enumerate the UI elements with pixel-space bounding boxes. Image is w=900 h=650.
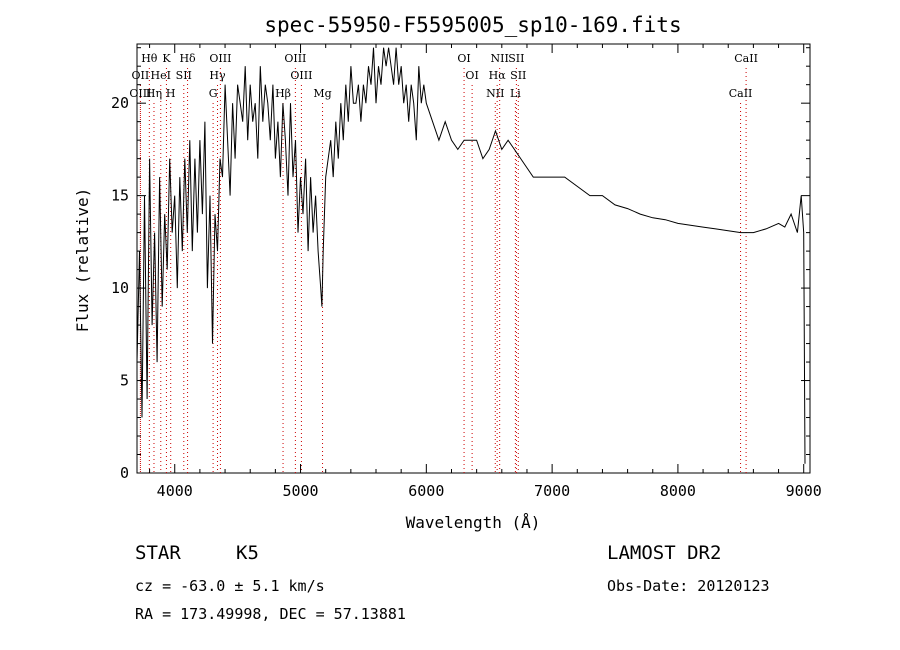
x-axis-label: Wavelength (Å) — [406, 513, 541, 532]
y-axis: 0 5 10 15 20 — [111, 47, 810, 482]
line-label-2: Hδ — [179, 52, 196, 65]
line-label-6: NII — [491, 52, 509, 65]
line-label-0: Hθ — [141, 52, 158, 65]
line-label-4: OIII — [284, 52, 306, 65]
line-label-11: SII — [176, 69, 192, 82]
line-label-20: G — [209, 87, 218, 100]
object-class: STAR — [135, 542, 181, 564]
x-tick-label: 9000 — [786, 482, 822, 500]
x-tick-label: 8000 — [660, 482, 696, 500]
x-tick-label: 5000 — [282, 482, 318, 500]
line-label-15: Hα — [489, 69, 507, 82]
y-tick-label: 20 — [111, 94, 129, 112]
line-label-13: OIII — [290, 69, 312, 82]
line-label-3: OIII — [209, 52, 231, 65]
line-label-7: SII — [508, 52, 524, 65]
observation-date: Obs-Date: 20120123 — [607, 577, 770, 595]
chart-title: spec-55950-F5595005_sp10-169.fits — [264, 13, 681, 37]
line-label-21: Hβ — [275, 87, 291, 100]
y-tick-label: 10 — [111, 279, 129, 297]
line-label-1: K — [162, 52, 171, 65]
y-tick-label: 15 — [111, 187, 129, 205]
plot-frame — [136, 43, 811, 474]
x-tick-label: 7000 — [534, 482, 570, 500]
object-subclass: K5 — [236, 542, 259, 564]
coordinates: RA = 173.49998, DEC = 57.13881 — [135, 605, 406, 623]
line-label-14: OI — [465, 69, 478, 82]
line-label-25: CaII — [729, 87, 753, 100]
x-axis: 4000 5000 6000 7000 8000 9000 — [149, 44, 822, 500]
line-label-18: Hη — [146, 87, 162, 100]
y-tick-label: 5 — [120, 372, 129, 390]
redshift-velocity: cz = -63.0 ± 5.1 km/s — [135, 577, 325, 595]
spectrum-chart: spec-55950-F5595005_sp10-169.fits Hθ K Hδ O… — [73, 13, 822, 532]
line-label-5: OI — [457, 52, 470, 65]
y-axis-label: Flux (relative) — [73, 188, 92, 333]
line-label-8: CaII — [734, 52, 758, 65]
line-label-10: HeI — [151, 69, 171, 82]
spectrum-line — [136, 47, 806, 464]
y-tick-label: 0 — [120, 464, 129, 482]
line-label-24: Li — [510, 87, 521, 100]
survey-name: LAMOST DR2 — [607, 542, 722, 564]
line-label-19: H — [166, 87, 176, 100]
line-label-9: OII — [132, 69, 150, 82]
line-label-12: Hγ — [209, 69, 226, 82]
x-tick-label: 6000 — [408, 482, 444, 500]
line-label-17: OIII — [129, 87, 151, 100]
line-label-23: NII — [486, 87, 504, 100]
x-tick-label: 4000 — [157, 482, 193, 500]
line-label-16: SII — [510, 69, 526, 82]
line-label-22: Mg — [313, 87, 331, 100]
